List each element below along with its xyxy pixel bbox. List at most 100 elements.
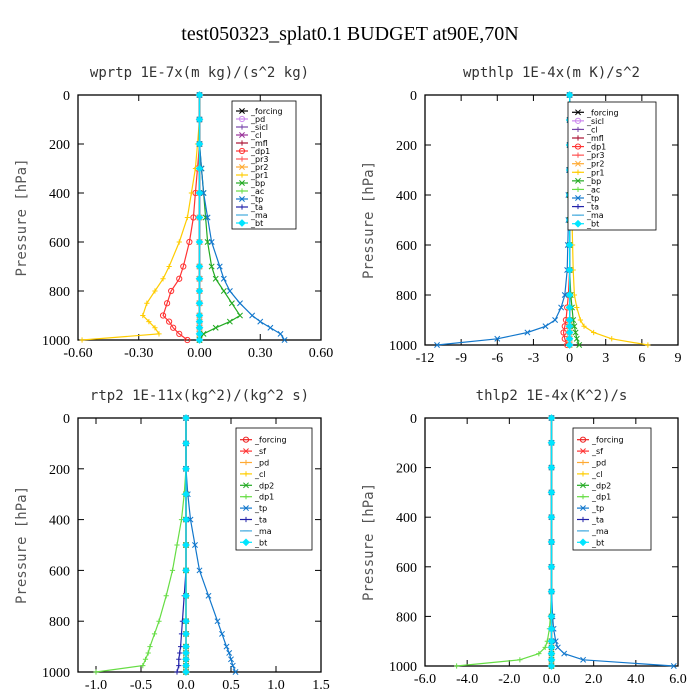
- data-point: [574, 304, 580, 311]
- legend-label: _forcing: [250, 107, 283, 116]
- legend-entry-cl: _cl: [572, 125, 598, 134]
- y-tick-label: 0: [63, 412, 70, 427]
- x-tick-label: -2.0: [498, 672, 520, 687]
- legend-entry-bp: _bp: [236, 179, 265, 188]
- legend-label: _dp2: [591, 481, 611, 490]
- data-point: [580, 656, 587, 663]
- legend-label: _dp1: [254, 493, 274, 502]
- legend-label: _ac: [250, 187, 264, 196]
- legend-entry-pd: _pd: [240, 459, 269, 468]
- y-tick-label: 600: [49, 236, 70, 251]
- data-point: [195, 274, 204, 283]
- x-tick-label: -6.0: [414, 672, 436, 687]
- series-pr1: [79, 92, 203, 343]
- legend-marker: [580, 459, 586, 466]
- data-point: [214, 618, 221, 625]
- legend-label: _pd: [591, 459, 606, 468]
- legend-marker: [239, 156, 245, 162]
- legend-label: _pr3: [586, 151, 604, 160]
- legend-marker: [580, 482, 586, 489]
- y-tick-label: 600: [396, 561, 417, 576]
- data-point: [182, 490, 190, 499]
- legend-marker: [575, 186, 581, 193]
- data-point: [547, 624, 556, 633]
- y-tick-label: 400: [49, 514, 70, 529]
- data-point: [164, 300, 171, 307]
- data-point: [609, 336, 615, 342]
- data-point: [195, 336, 204, 344]
- data-point: [547, 438, 556, 447]
- data-point: [184, 336, 191, 344]
- plot-frame: [424, 94, 679, 346]
- data-point: [552, 317, 559, 323]
- series-tp: [434, 92, 573, 348]
- legend-entry-bt: _bt: [577, 538, 604, 547]
- legend-marker: [575, 135, 581, 141]
- data-point: [208, 239, 215, 245]
- data-point: [552, 638, 559, 645]
- legend-label: _ma: [250, 211, 268, 220]
- legend-entry-forcing: _forcing: [240, 436, 287, 445]
- data-point: [140, 663, 146, 669]
- legend-entry-dp2: _dp2: [577, 481, 611, 490]
- data-point: [182, 668, 190, 676]
- data-point: [229, 662, 236, 669]
- data-point: [216, 263, 223, 270]
- panel-title: wprtp 1E-7x(m kg)/(s^2 kg): [90, 65, 309, 81]
- data-point: [174, 669, 180, 675]
- y-tick-label: 200: [396, 462, 417, 477]
- legend-box: [572, 427, 652, 551]
- legend-entry-ta: _ta: [577, 516, 604, 525]
- legend-label: _pr1: [250, 171, 268, 180]
- y-tick-label: 800: [49, 285, 70, 300]
- legend-marker: [239, 108, 245, 114]
- data-point: [196, 567, 203, 574]
- x-tick-label: -6: [491, 351, 503, 366]
- legend: _forcing_pd_sicl_cl_mfl_dp1_pr3_pr2_pr1_…: [231, 100, 297, 230]
- data-point: [576, 342, 583, 348]
- panel-title: wpthlp 1E-4x(m K)/s^2: [463, 65, 640, 81]
- data-point: [565, 291, 574, 299]
- x-tick-label: 0.00: [187, 346, 212, 361]
- series-bt: [195, 91, 204, 344]
- legend-entry-ta: _ta: [572, 203, 599, 212]
- y-tick-label: 800: [49, 615, 70, 630]
- data-point: [494, 335, 501, 342]
- legend-label: _mfl: [586, 134, 604, 143]
- legend-box: [231, 100, 297, 230]
- data-point: [182, 515, 190, 524]
- data-point: [152, 288, 158, 294]
- x-tick-label: 2.0: [585, 672, 603, 687]
- legend-entry-bp: _bp: [572, 177, 601, 186]
- x-tick-label: 0.5: [222, 678, 240, 693]
- y-axis-label: Pressure [hPa]: [14, 486, 30, 604]
- y-axis-label: Pressure [hPa]: [361, 161, 377, 279]
- x-tick-label: 0.30: [248, 346, 273, 361]
- legend-entry-sf: _sf: [577, 447, 603, 456]
- legend-entry-forcing: _forcing: [572, 108, 619, 117]
- legend-entry-ma: _ma: [236, 211, 268, 220]
- data-point: [565, 303, 574, 312]
- data-point: [166, 263, 172, 270]
- data-point: [558, 304, 565, 311]
- legend-marker: [242, 436, 250, 443]
- legend-marker: [239, 188, 245, 194]
- data-point: [168, 287, 175, 295]
- data-point: [176, 330, 183, 337]
- data-point: [561, 650, 568, 657]
- legend-entry-dp1: _dp1: [572, 143, 606, 152]
- legend-marker: [574, 117, 582, 124]
- legend-label: _sf: [254, 447, 266, 456]
- data-point: [156, 331, 162, 337]
- legend-marker: [575, 169, 581, 175]
- legend-label: _dp1: [586, 143, 606, 152]
- legend-label: _dp1: [250, 147, 270, 156]
- data-point: [547, 612, 556, 621]
- legend-entry-cl: _cl: [577, 470, 603, 479]
- data-point: [182, 414, 190, 422]
- data-point: [226, 288, 233, 294]
- data-point: [524, 329, 531, 336]
- data-point: [182, 591, 190, 600]
- data-point: [547, 662, 556, 670]
